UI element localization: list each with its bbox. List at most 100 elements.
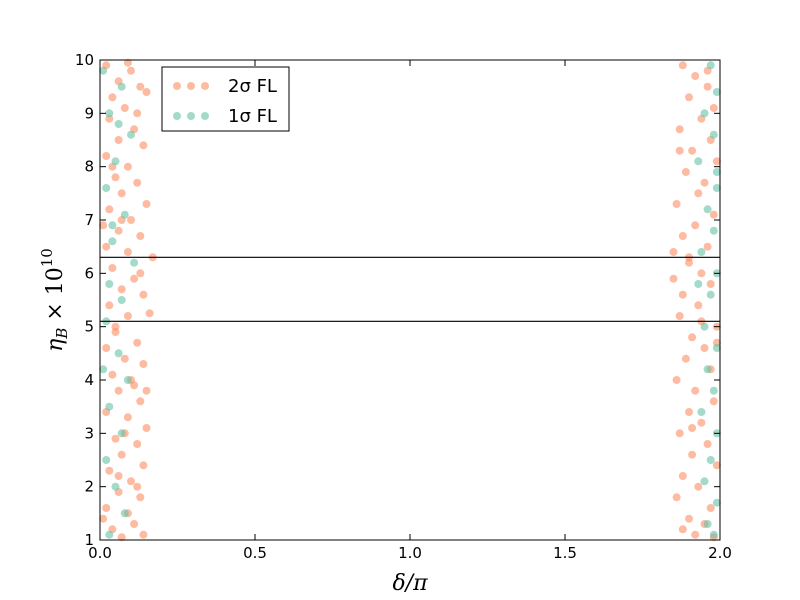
series-0-point-97 bbox=[700, 344, 709, 352]
series-0-point-66 bbox=[123, 58, 132, 67]
series-0-point-102 bbox=[709, 397, 718, 406]
series-0-point-115 bbox=[678, 525, 687, 534]
y-tick-label-6: 7 bbox=[84, 211, 94, 229]
series-0-point-69 bbox=[114, 472, 123, 480]
series-0-point-108 bbox=[712, 461, 721, 470]
y-tick-label-0: 1 bbox=[84, 531, 94, 549]
legend-box bbox=[161, 66, 290, 132]
series-1-point-43 bbox=[703, 520, 712, 528]
series-1-point-5 bbox=[102, 184, 111, 192]
series-0-point-94 bbox=[675, 312, 684, 320]
legend-marker-0-0 bbox=[173, 82, 181, 90]
series-0-point-111 bbox=[672, 493, 681, 502]
series-1-point-9 bbox=[105, 280, 114, 288]
series-0-point-14 bbox=[133, 178, 142, 187]
legend-marker-1-0 bbox=[173, 112, 181, 120]
series-0-point-36 bbox=[108, 370, 117, 379]
series-1-point-30 bbox=[709, 226, 718, 235]
series-0-point-84 bbox=[709, 210, 718, 219]
series-0-point-90 bbox=[697, 269, 706, 278]
series-0-point-92 bbox=[678, 290, 687, 299]
series-0-point-103 bbox=[685, 408, 693, 416]
series-0-point-56 bbox=[117, 533, 126, 542]
series-1-point-17 bbox=[111, 482, 120, 491]
series-0-point-62 bbox=[136, 269, 145, 278]
series-0-point-112 bbox=[706, 504, 715, 512]
series-1-point-3 bbox=[127, 130, 135, 139]
series-0-point-61 bbox=[111, 322, 120, 331]
series-0-point-50 bbox=[136, 493, 145, 502]
series-1-point-15 bbox=[117, 429, 126, 438]
legend-label-1sigma: 1σ FL bbox=[228, 106, 277, 127]
series-0-point-9 bbox=[114, 136, 123, 144]
series-1-point-2 bbox=[105, 109, 114, 118]
series-0-point-42 bbox=[142, 424, 151, 432]
series-0-point-47 bbox=[105, 466, 114, 475]
series-0-point-41 bbox=[123, 413, 132, 422]
series-0-point-21 bbox=[102, 242, 111, 251]
legend-marker-1-2 bbox=[201, 112, 209, 120]
legend-label-2sigma: 2σ FL bbox=[228, 76, 277, 97]
series-0-point-106 bbox=[703, 440, 712, 448]
series-0-point-19 bbox=[114, 226, 123, 235]
series-0-point-123 bbox=[688, 424, 697, 432]
series-0-point-32 bbox=[133, 338, 142, 347]
series-0-point-73 bbox=[685, 93, 693, 102]
series-1-point-31 bbox=[697, 248, 706, 256]
series-1-point-42 bbox=[712, 498, 721, 507]
hlines-layer bbox=[100, 256, 720, 322]
series-0-point-80 bbox=[681, 168, 690, 176]
series-0-point-33 bbox=[102, 344, 111, 352]
series-0-point-113 bbox=[685, 514, 693, 523]
y-axis-title: ηB × 1010 bbox=[38, 248, 71, 352]
series-0-point-3 bbox=[108, 93, 117, 102]
series-1-point-46 bbox=[712, 168, 721, 176]
x-axis-title: δ/π bbox=[392, 571, 428, 596]
series-1-point-28 bbox=[712, 184, 721, 192]
y-tick-label-5: 6 bbox=[84, 264, 94, 282]
series-0-point-53 bbox=[130, 520, 139, 528]
series-0-point-28 bbox=[105, 301, 114, 310]
series-0-point-82 bbox=[694, 189, 703, 198]
series-0-point-35 bbox=[139, 360, 148, 368]
series-1-point-14 bbox=[105, 402, 114, 411]
series-0-point-110 bbox=[694, 482, 703, 491]
series-1-point-6 bbox=[120, 210, 129, 219]
y-axis-title-exp: 10 bbox=[38, 248, 56, 267]
series-0-point-58 bbox=[133, 482, 142, 491]
series-1-point-24 bbox=[712, 88, 721, 96]
series-0-point-48 bbox=[127, 477, 135, 486]
series-0-point-76 bbox=[675, 125, 684, 134]
y-tick-label-2: 3 bbox=[84, 424, 94, 442]
series-0-point-85 bbox=[691, 221, 700, 230]
series-1-point-27 bbox=[694, 157, 703, 166]
series-1-point-21 bbox=[108, 221, 117, 230]
series-0-point-120 bbox=[675, 146, 684, 155]
series-1-point-16 bbox=[102, 456, 111, 464]
series-0-point-5 bbox=[136, 82, 145, 91]
series-1-point-20 bbox=[99, 365, 108, 374]
series-0-point-107 bbox=[688, 450, 697, 459]
series-1-point-0 bbox=[99, 66, 108, 75]
series-1-point-7 bbox=[108, 237, 117, 246]
legend-marker-0-1 bbox=[187, 82, 195, 90]
series-0-point-44 bbox=[133, 440, 142, 448]
series-0-point-39 bbox=[136, 397, 145, 406]
series-1-point-34 bbox=[700, 322, 709, 331]
series-1-point-1 bbox=[117, 82, 126, 91]
series-0-point-93 bbox=[694, 301, 703, 310]
series-0-point-13 bbox=[111, 173, 120, 182]
y-axis-title-main: η bbox=[43, 339, 68, 352]
series-1-point-38 bbox=[697, 408, 706, 416]
series-0-point-30 bbox=[123, 312, 132, 320]
series-1-point-22 bbox=[114, 120, 123, 128]
series-1-point-12 bbox=[114, 349, 123, 358]
series-0-point-43 bbox=[111, 434, 120, 443]
series-0-point-91 bbox=[706, 280, 715, 288]
series-0-point-2 bbox=[127, 66, 135, 75]
series-0-point-86 bbox=[678, 232, 687, 240]
series-0-point-72 bbox=[703, 82, 712, 91]
legend-marker-0-2 bbox=[201, 82, 209, 90]
series-0-point-109 bbox=[678, 472, 687, 480]
